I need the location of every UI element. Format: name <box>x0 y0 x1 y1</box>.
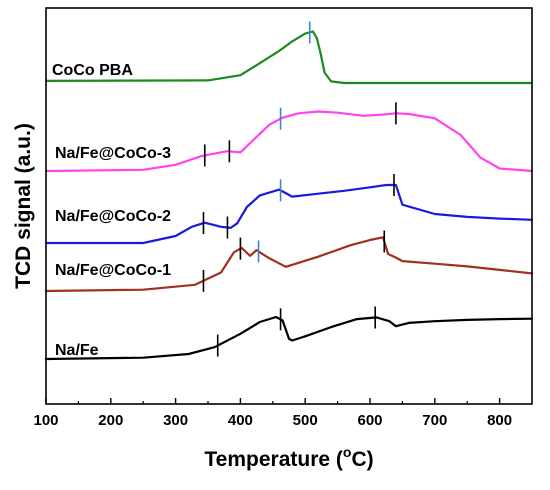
curves-layer <box>44 30 534 361</box>
series-labels-layer: CoCo PBA Na/Fe@CoCo-3 Na/Fe@CoCo-2 Na/Fe@Co… <box>52 62 171 359</box>
series-line-na-fe-coco-3 <box>44 110 534 173</box>
series-label: CoCo PBA <box>52 62 133 79</box>
x-tick-label: 400 <box>228 412 253 429</box>
x-tick-label: 500 <box>293 412 318 429</box>
x-tick-label: 100 <box>33 412 58 429</box>
plot-frame <box>45 7 533 405</box>
x-axis-title-main: Temperature ( <box>204 448 342 471</box>
x-axis: 100 200 300 400 500 600 700 800 <box>33 398 512 429</box>
x-tick-label: 800 <box>487 412 512 429</box>
x-tick-label: 600 <box>357 412 382 429</box>
y-axis-title: TCD signal (a.u.) <box>12 123 35 289</box>
markers-layer <box>202 21 397 357</box>
series-line-na-fe-coco-1 <box>44 236 534 293</box>
series-line-coco-pba <box>44 30 534 85</box>
x-tick-label: 700 <box>422 412 447 429</box>
series-line-na-fe <box>44 315 534 361</box>
x-axis-title: Temperature (oC) <box>204 444 373 471</box>
series-label: Na/Fe <box>55 342 99 359</box>
series-label: Na/Fe@CoCo-1 <box>55 262 171 279</box>
x-axis-title-degree: o <box>343 444 352 460</box>
series-label: Na/Fe@CoCo-2 <box>55 208 171 225</box>
x-tick-label: 300 <box>163 412 188 429</box>
x-axis-title-unit: C) <box>351 448 373 471</box>
x-tick-label: 200 <box>98 412 123 429</box>
series-label: Na/Fe@CoCo-3 <box>55 145 171 162</box>
series-line-na-fe-coco-2 <box>44 183 534 245</box>
